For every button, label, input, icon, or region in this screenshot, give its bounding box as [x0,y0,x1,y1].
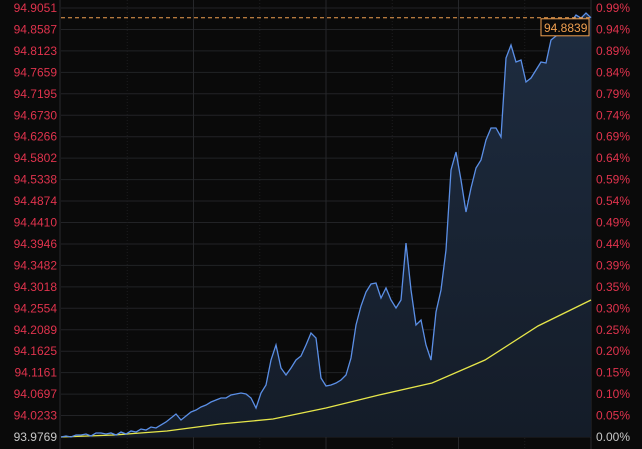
right-tick-label: 0.64% [596,151,630,165]
left-tick-label: 93.9769 [14,430,58,444]
price-line [60,12,592,438]
left-tick-label: 94.3482 [14,258,58,272]
right-tick-label: 0.89% [596,44,630,58]
right-tick-label: 0.30% [596,301,630,315]
right-tick-label: 0.25% [596,323,630,337]
left-tick-label: 94.1161 [15,366,58,380]
price-area-fill [61,13,591,438]
average-price-line [60,299,592,438]
right-tick-label: 0.99% [596,1,630,15]
left-tick-label: 94.7659 [14,65,58,79]
right-tick-label: 0.54% [596,194,630,208]
left-tick-label: 94.6266 [14,130,58,144]
right-tick-label: 0.94% [596,22,630,36]
left-tick-label: 94.3018 [14,280,58,294]
right-tick-label: 0.15% [596,366,630,380]
right-axis: 0.99% 0.94% 0.89% 0.84% 0.79% 0.74% 0.69% 0.64%… [596,1,630,444]
right-tick-label: 0.69% [596,130,630,144]
right-tick-label: 0.10% [596,387,630,401]
right-tick-label: 0.05% [596,409,630,423]
right-tick-label: 0.79% [596,87,630,101]
left-tick-label: 94.1625 [14,344,58,358]
right-tick-label: 0.00% [596,430,630,444]
left-tick-label: 94.4410 [14,216,58,230]
left-tick-label: 94.2089 [14,323,58,337]
left-tick-label: 94.9051 [14,1,58,15]
right-tick-label: 0.59% [596,173,630,187]
left-tick-label: 94.8123 [14,44,58,58]
right-tick-label: 0.20% [596,344,630,358]
left-tick-label: 94.8587 [14,22,58,36]
last-price-label: 94.8839 [544,21,588,35]
left-tick-label: 94.2554 [14,301,58,315]
right-tick-label: 0.35% [596,280,630,294]
left-tick-label: 94.4874 [14,194,58,208]
right-tick-label: 0.39% [596,258,630,272]
left-tick-label: 94.5802 [14,151,58,165]
right-tick-label: 0.44% [596,237,630,251]
right-tick-label: 0.84% [596,65,630,79]
last-price-marker: 94.8839 [540,18,590,37]
left-axis: 94.9051 94.8587 94.8123 94.7659 94.7195 94.67… [14,1,58,444]
left-tick-label: 94.6730 [14,108,58,122]
right-tick-label: 0.74% [596,108,630,122]
left-tick-label: 94.0697 [14,387,58,401]
left-tick-label: 94.3946 [14,237,58,251]
left-tick-label: 94.0233 [14,409,58,423]
left-tick-label: 94.7195 [14,87,58,101]
right-tick-label: 0.49% [596,216,630,230]
left-tick-label: 94.5338 [14,173,58,187]
